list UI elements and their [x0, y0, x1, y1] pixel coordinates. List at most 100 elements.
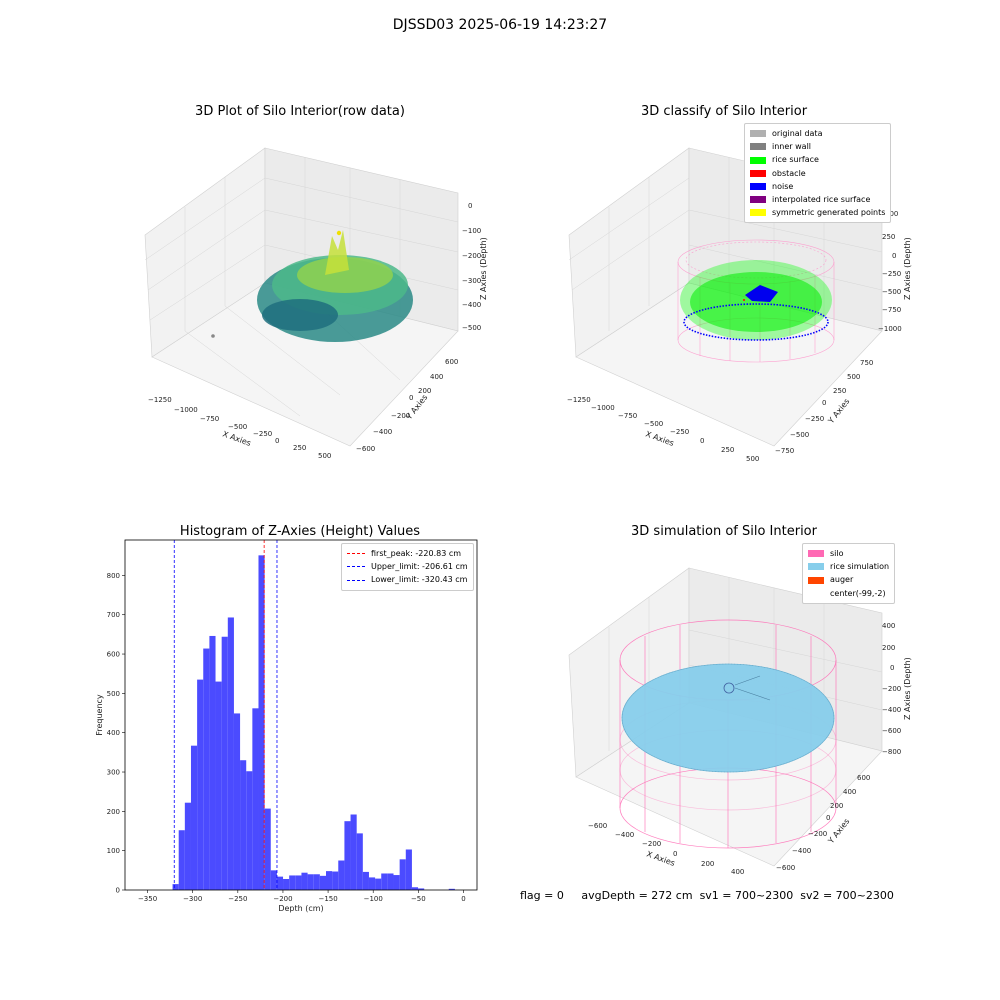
- legend-item-center: center(-99,-2): [830, 588, 886, 598]
- histogram-y-tick-label: 700: [107, 611, 120, 619]
- histogram-y-tick-label: 0: [116, 887, 120, 895]
- legend-item-inner-wall: inner wall: [750, 140, 885, 153]
- svg-text:−500: −500: [228, 423, 247, 431]
- svg-text:400: 400: [731, 868, 744, 876]
- svg-text:−750: −750: [200, 415, 219, 423]
- legend-item-obstacle: obstacle: [750, 167, 885, 180]
- svg-text:600: 600: [445, 358, 458, 366]
- histogram-bar: [221, 636, 228, 890]
- histogram-legend: first_peak: -220.83 cm Upper_limit: -206…: [341, 543, 474, 591]
- legend-item-lower-limit: Lower_limit: -320.43 cm: [347, 573, 468, 586]
- histogram-bar: [283, 878, 290, 890]
- svg-text:−250: −250: [253, 430, 272, 438]
- histogram-bar: [209, 635, 216, 890]
- svg-text:−1000: −1000: [174, 406, 198, 414]
- histogram-ylabel: Frequency: [95, 694, 104, 736]
- svg-text:−800: −800: [882, 748, 901, 756]
- histogram-x-tick-label: −150: [318, 895, 337, 903]
- histogram-y-tick-label: 400: [107, 729, 120, 737]
- histogram-bar: [332, 871, 339, 890]
- svg-text:−600: −600: [776, 864, 795, 872]
- histogram-bar: [368, 877, 376, 890]
- panel2-zlabel: Z Axies (Depth): [903, 237, 912, 300]
- panel4-title: 3D simulation of Silo Interior: [631, 524, 817, 539]
- svg-text:0: 0: [673, 850, 677, 858]
- histogram-bar: [387, 873, 394, 890]
- panel4-zlabel: Z Axies (Depth): [903, 657, 912, 720]
- panel2-legend: original data inner wall rice surface ob…: [744, 123, 892, 224]
- histogram-bar: [227, 617, 234, 890]
- histogram-y-tick-label: 100: [107, 847, 120, 855]
- histogram-bar: [362, 871, 369, 890]
- svg-text:0: 0: [826, 814, 830, 822]
- histogram-bar: [178, 830, 185, 890]
- histogram-bar: [338, 860, 345, 890]
- histogram-bar: [190, 745, 198, 890]
- histogram-bar: [393, 875, 400, 890]
- legend-item-interpolated: interpolated rice surface: [750, 193, 885, 206]
- panel1-ylabel: Y Axies: [404, 393, 430, 422]
- svg-text:−600: −600: [882, 727, 901, 735]
- svg-text:−750: −750: [775, 447, 794, 455]
- legend-item-rice-simulation: rice simulation: [808, 560, 889, 573]
- histogram-bar: [258, 555, 265, 890]
- svg-text:250: 250: [882, 233, 895, 241]
- histogram-bar: [399, 859, 406, 890]
- svg-text:250: 250: [293, 444, 306, 452]
- histogram-y-tick-label: 600: [107, 651, 120, 659]
- histogram-x-tick-label: −300: [183, 895, 202, 903]
- histogram-bar: [233, 713, 241, 890]
- histogram-bar: [289, 875, 296, 890]
- legend-item-rice-surface: rice surface: [750, 153, 885, 166]
- svg-text:500: 500: [847, 373, 860, 381]
- svg-text:−200: −200: [462, 252, 481, 260]
- svg-text:−500: −500: [790, 431, 809, 439]
- histogram-bar: [313, 874, 320, 890]
- svg-text:−1000: −1000: [591, 404, 615, 412]
- svg-text:−1250: −1250: [148, 396, 172, 404]
- histogram-bar: [203, 648, 210, 890]
- svg-text:−250: −250: [882, 270, 901, 278]
- svg-text:600: 600: [857, 774, 870, 782]
- histogram-bar: [375, 878, 382, 890]
- svg-text:0: 0: [890, 664, 894, 672]
- svg-text:500: 500: [746, 455, 759, 463]
- legend-item-first-peak: first_peak: -220.83 cm: [347, 547, 468, 560]
- histogram-bar: [405, 849, 412, 890]
- svg-text:−400: −400: [462, 301, 481, 309]
- histogram-bar: [246, 771, 253, 890]
- figure-title: DJSSD03 2025-06-19 14:23:27: [392, 17, 608, 33]
- svg-text:−400: −400: [882, 706, 901, 714]
- histogram-bar: [344, 821, 351, 890]
- svg-text:−300: −300: [462, 277, 481, 285]
- legend-item-silo: silo: [808, 547, 889, 560]
- histogram-bar: [252, 708, 259, 890]
- svg-text:750: 750: [860, 359, 873, 367]
- flag-text: flag = 0: [520, 889, 564, 902]
- svg-text:0: 0: [892, 252, 896, 260]
- panel2-title: 3D classify of Silo Interior: [640, 104, 808, 119]
- histogram-bars: [172, 555, 455, 890]
- histogram-y-tick-label: 200: [107, 808, 120, 816]
- svg-text:0: 0: [822, 399, 826, 407]
- svg-text:500: 500: [885, 210, 898, 218]
- histogram-bar: [276, 876, 284, 890]
- legend-item-auger: auger: [808, 573, 889, 586]
- svg-text:200: 200: [830, 802, 843, 810]
- panel1-3d-axes: [144, 147, 459, 447]
- svg-text:−250: −250: [805, 415, 824, 423]
- histogram-bar: [350, 814, 357, 890]
- histogram-xlabel: Depth (cm): [278, 904, 323, 913]
- svg-text:250: 250: [833, 387, 846, 395]
- svg-text:−750: −750: [618, 412, 637, 420]
- svg-text:−500: −500: [462, 324, 481, 332]
- svg-text:0: 0: [275, 437, 279, 445]
- svg-text:200: 200: [418, 387, 431, 395]
- avg-depth-text: avgDepth = 272 cm: [581, 889, 693, 902]
- histogram-bar: [215, 681, 222, 890]
- svg-text:200: 200: [701, 860, 714, 868]
- svg-text:−400: −400: [615, 831, 634, 839]
- histogram-y-tick-label: 300: [107, 769, 120, 777]
- panel4-xlabel: X Axies: [645, 849, 676, 868]
